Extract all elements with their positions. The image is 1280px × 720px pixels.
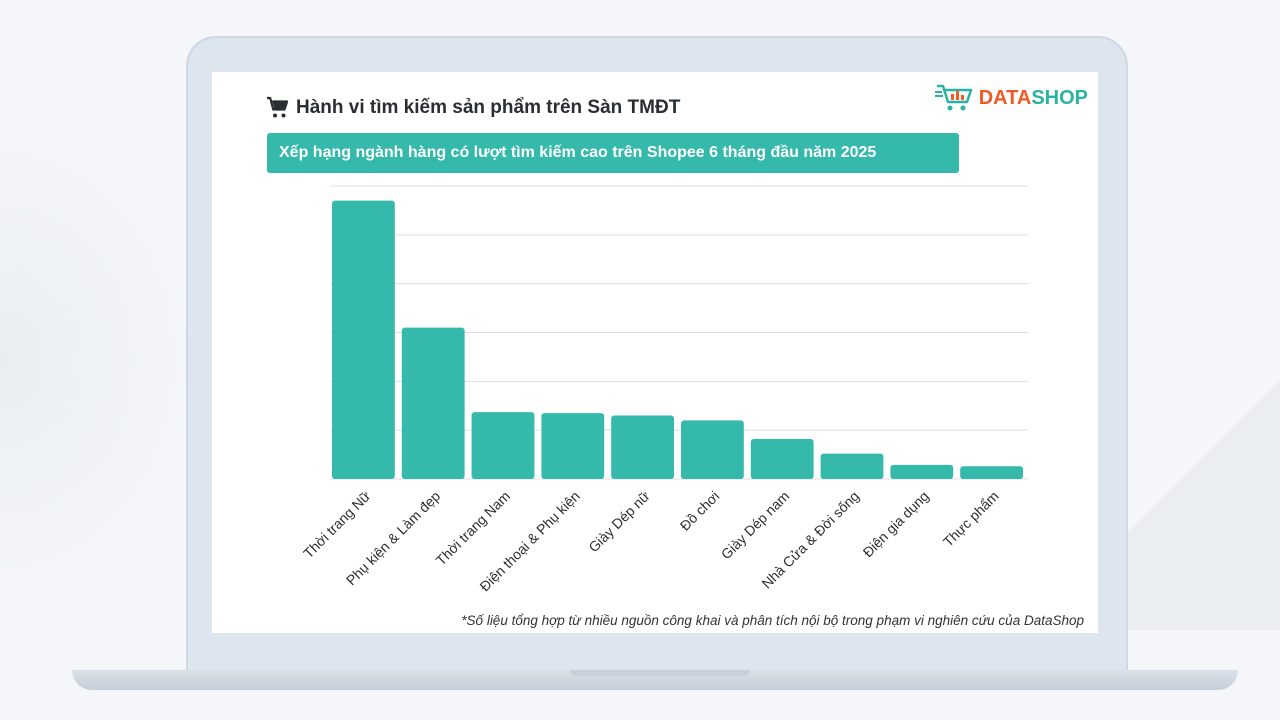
bar [681,420,744,479]
laptop-screen: Hành vi tìm kiếm sản phẩm trên Sàn TMĐT … [212,72,1098,633]
background-glow [0,120,200,600]
bar [750,438,814,479]
x-tick-label: Đồ chơi [677,488,723,534]
x-tick-label: Giày Dép nữ [585,488,652,555]
laptop-notch [570,670,750,676]
cart-icon [266,96,290,120]
bar [890,464,954,479]
bar [960,466,1023,479]
x-tick-label: Giày Dép nam [718,488,793,563]
x-tick-label: Điện gia dụng [860,488,932,560]
x-tick-label: Thời trang Nữ [300,488,373,561]
bar [471,412,535,479]
x-tick-label: Thời trang Nam [433,488,514,569]
bar [820,453,884,479]
laptop-base [72,670,1238,690]
background-shape [1120,290,1280,630]
footnote: *Số liệu tổng hợp từ nhiều nguồn công kh… [461,613,1084,628]
bar [401,327,465,479]
page-title-text: Hành vi tìm kiếm sản phẩm trên Sàn TMĐT [296,97,681,118]
bar [541,413,605,479]
x-tick-label: Thực phẩm [940,488,1002,550]
cart-logo-icon [934,84,972,111]
brand-data-text: DATA [978,86,1032,109]
bar [332,200,395,479]
chart-subtitle-banner: Xếp hạng ngành hàng có lượt tìm kiếm cao… [267,133,959,173]
page-title: Hành vi tìm kiếm sản phẩm trên Sàn TMĐT [266,96,680,120]
bar [611,415,674,479]
brand-shop-text: SHOP [1031,86,1088,109]
datashop-logo: DATA SHOP [934,82,1088,114]
